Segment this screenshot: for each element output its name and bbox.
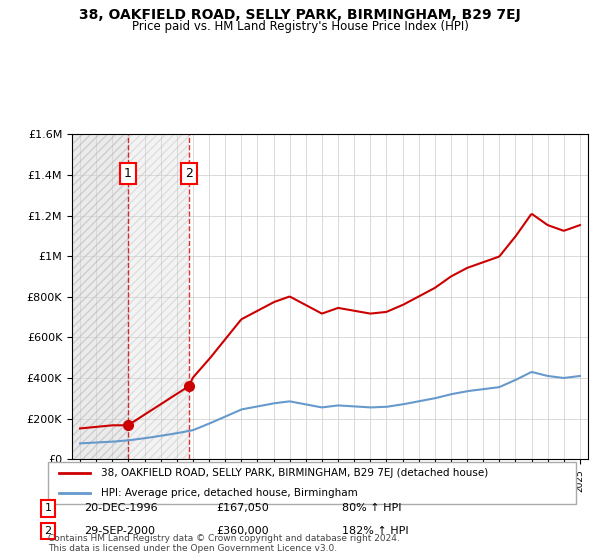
Text: 2: 2 (44, 526, 52, 536)
Bar (128, 134, 189, 459)
Text: 38, OAKFIELD ROAD, SELLY PARK, BIRMINGHAM, B29 7EJ (detached house): 38, OAKFIELD ROAD, SELLY PARK, BIRMINGHA… (101, 468, 488, 478)
Text: 1: 1 (44, 503, 52, 514)
FancyBboxPatch shape (48, 462, 576, 504)
Text: Price paid vs. HM Land Registry's House Price Index (HPI): Price paid vs. HM Land Registry's House … (131, 20, 469, 32)
Text: 1: 1 (124, 167, 132, 180)
Text: 20-DEC-1996: 20-DEC-1996 (84, 503, 158, 514)
Text: £167,050: £167,050 (216, 503, 269, 514)
Text: 182% ↑ HPI: 182% ↑ HPI (342, 526, 409, 536)
Text: Contains HM Land Registry data © Crown copyright and database right 2024.
This d: Contains HM Land Registry data © Crown c… (48, 534, 400, 553)
Bar (72, 134, 128, 459)
Text: HPI: Average price, detached house, Birmingham: HPI: Average price, detached house, Birm… (101, 488, 358, 498)
Text: 80% ↑ HPI: 80% ↑ HPI (342, 503, 401, 514)
Text: 2: 2 (185, 167, 193, 180)
Text: 38, OAKFIELD ROAD, SELLY PARK, BIRMINGHAM, B29 7EJ: 38, OAKFIELD ROAD, SELLY PARK, BIRMINGHA… (79, 8, 521, 22)
Text: £360,000: £360,000 (216, 526, 269, 536)
Text: 29-SEP-2000: 29-SEP-2000 (84, 526, 155, 536)
